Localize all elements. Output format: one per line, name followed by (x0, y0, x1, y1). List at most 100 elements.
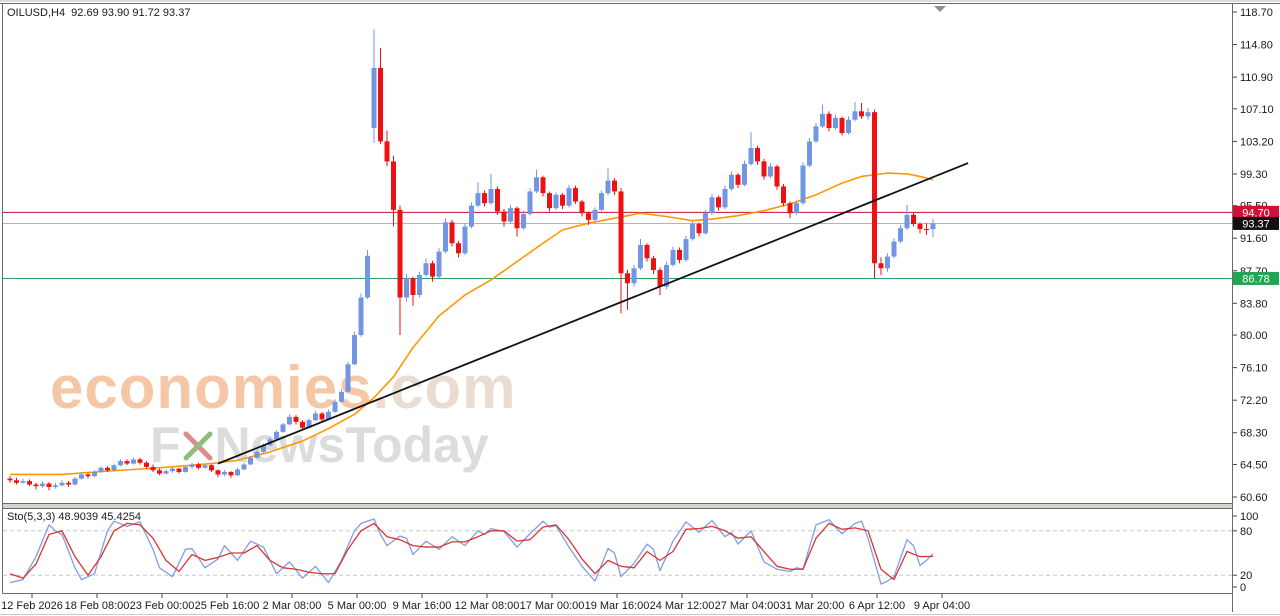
candle (839, 118, 845, 134)
candle (137, 459, 143, 463)
candle (189, 464, 195, 467)
candle (209, 465, 214, 471)
candle (833, 118, 838, 129)
candle (599, 193, 604, 210)
candle (586, 213, 591, 220)
candle (748, 148, 754, 164)
candle (677, 249, 682, 260)
candle (787, 203, 793, 214)
candle (384, 141, 390, 162)
candle (423, 263, 429, 275)
svg-text:80.00: 80.00 (1240, 330, 1268, 342)
candle (768, 166, 773, 177)
svg-text:24 Mar 12:00: 24 Mar 12:00 (650, 600, 715, 612)
svg-text:12 Feb 2026: 12 Feb 2026 (1, 600, 63, 612)
price-axis[interactable]: 118.70114.80110.90107.10103.2099.3095.50… (1233, 7, 1274, 504)
candle (72, 478, 78, 485)
candle (709, 197, 715, 214)
candle (813, 126, 819, 142)
candle (592, 209, 598, 220)
candle (579, 201, 585, 214)
time-axis[interactable]: 12 Feb 2026 18 Feb 08:00 23 Feb 00:00 25 Fe… (1, 594, 970, 612)
candle (865, 112, 871, 117)
candle (391, 161, 396, 210)
candle (20, 481, 26, 483)
watermark-brand-text: economies (50, 354, 373, 421)
trendline[interactable] (217, 162, 969, 465)
candle (703, 213, 708, 234)
candle (618, 191, 624, 274)
candle (553, 194, 559, 209)
svg-text:91.60: 91.60 (1240, 233, 1268, 245)
candle (98, 467, 104, 472)
candle (404, 278, 409, 298)
svg-text:2 Mar 08:00: 2 Mar 08:00 (263, 600, 322, 612)
candle (306, 420, 312, 428)
candle (332, 401, 338, 412)
candle (657, 269, 663, 287)
candle (820, 113, 825, 127)
candle (761, 161, 767, 177)
svg-text:72.20: 72.20 (1240, 395, 1268, 407)
candle (651, 258, 656, 270)
candle (176, 468, 182, 472)
candle (150, 466, 156, 471)
stochastic-d-line (9, 522, 934, 581)
svg-text:6 Apr 12:00: 6 Apr 12:00 (849, 600, 905, 612)
svg-text:27 Mar 04:00: 27 Mar 04:00 (715, 600, 780, 612)
candle (430, 263, 435, 277)
candle (365, 255, 370, 298)
candle (807, 141, 812, 166)
candle (111, 465, 117, 471)
candle (638, 244, 643, 269)
candle (33, 484, 39, 487)
candle (488, 188, 494, 204)
candle (163, 471, 169, 474)
svg-text:80: 80 (1240, 526, 1252, 538)
candle (326, 411, 331, 420)
candle (300, 421, 305, 428)
candle (371, 67, 377, 129)
candle (924, 229, 929, 231)
candle (345, 364, 351, 392)
candle (14, 480, 19, 483)
candle (891, 241, 897, 257)
candle (560, 194, 565, 206)
candle (625, 273, 630, 284)
candle (410, 278, 416, 295)
candle (898, 228, 903, 242)
svg-text:9 Apr 04:00: 9 Apr 04:00 (914, 600, 970, 612)
candle (352, 335, 357, 365)
svg-text:100: 100 (1240, 511, 1258, 523)
svg-text:103.20: 103.20 (1240, 136, 1274, 148)
watermark-fx-rest: NewsToday (214, 417, 489, 473)
candle (644, 244, 650, 259)
candle (716, 197, 721, 208)
svg-text:118.70: 118.70 (1240, 7, 1273, 19)
candle (462, 226, 468, 254)
candle (222, 471, 227, 475)
candle (742, 163, 747, 185)
candle (27, 481, 32, 485)
candle (521, 214, 526, 229)
candle (202, 465, 208, 468)
svg-text:93.37: 93.37 (1242, 218, 1270, 230)
stochastic-k-line (9, 518, 934, 585)
svg-text:23 Feb 00:00: 23 Feb 00:00 (130, 600, 195, 612)
level-lines (3, 211, 1232, 279)
candle (248, 457, 253, 465)
price-badge-support: 86.78 (1233, 271, 1279, 285)
candle (313, 413, 318, 421)
candle (696, 224, 702, 234)
indicator-panel[interactable]: 100 80 200 (3, 511, 1258, 594)
candle (878, 263, 884, 269)
candle (66, 482, 71, 485)
svg-text:5 Mar 00:00: 5 Mar 00:00 (328, 600, 387, 612)
candle (228, 471, 234, 476)
candle (547, 193, 552, 209)
candle (59, 482, 65, 486)
candle (573, 188, 578, 202)
candle (417, 274, 422, 295)
